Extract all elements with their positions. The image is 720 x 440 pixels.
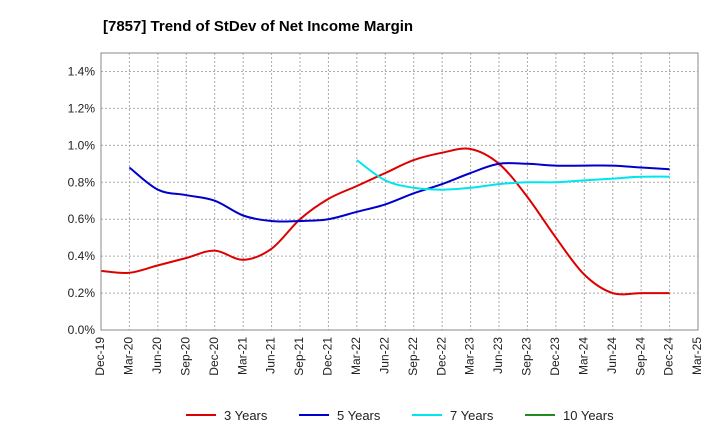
legend-label: 3 Years xyxy=(224,408,268,423)
x-tick-label: Mar-23 xyxy=(463,337,477,375)
x-tick-label: Jun-20 xyxy=(150,337,164,374)
legend: 3 Years 5 Years 7 Years 10 Years xyxy=(186,408,614,423)
y-tick-label: 0.6% xyxy=(68,212,96,226)
y-tick-label: 0.4% xyxy=(68,249,96,263)
y-tick-label: 1.4% xyxy=(68,64,96,78)
y-tick-label: 0.8% xyxy=(68,175,96,189)
x-tick-label: Jun-23 xyxy=(491,337,505,374)
x-tick-label: Jun-22 xyxy=(377,337,391,374)
x-tick-label: Sep-23 xyxy=(520,337,534,376)
x-tick-label: Dec-19 xyxy=(93,337,107,376)
x-tick-label: Sep-22 xyxy=(406,337,420,376)
series-line-3-years xyxy=(100,147,670,296)
y-tick-label: 1.0% xyxy=(68,138,96,152)
x-tick-label: Dec-22 xyxy=(434,337,448,376)
x-tick-label: Dec-24 xyxy=(662,337,676,376)
x-tick-label: Sep-24 xyxy=(633,337,647,376)
legend-label: 10 Years xyxy=(563,408,614,423)
x-tick-label: Mar-21 xyxy=(235,337,249,375)
x-tick-label: Jun-24 xyxy=(605,337,619,374)
plot-area xyxy=(100,52,699,331)
grid xyxy=(101,53,698,330)
series-line-7-years xyxy=(356,159,670,191)
y-axis: 0.0% 0.2% 0.4% 0.6% 0.8% 1.0% 1.2% 1.4% xyxy=(68,64,96,337)
chart-title: [7857] Trend of StDev of Net Income Marg… xyxy=(103,18,413,35)
x-tick-label: Sep-21 xyxy=(292,337,306,376)
x-tick-label: Mar-20 xyxy=(122,337,136,375)
x-tick-label: Dec-21 xyxy=(321,337,335,376)
x-tick-label: Mar-22 xyxy=(349,337,363,375)
legend-label: 7 Years xyxy=(450,408,494,423)
x-tick-label: Jun-21 xyxy=(264,337,278,374)
series-lines xyxy=(100,147,670,296)
x-tick-label: Mar-24 xyxy=(576,337,590,375)
y-tick-label: 0.0% xyxy=(68,323,96,337)
series-line-5-years xyxy=(128,162,670,223)
x-axis: Dec-19 Mar-20 Jun-20 Sep-20 Dec-20 Mar-21 Jun-… xyxy=(93,337,704,376)
y-tick-label: 1.2% xyxy=(68,101,96,115)
x-tick-label: Dec-23 xyxy=(548,337,562,376)
x-tick-label: Sep-20 xyxy=(178,337,192,376)
x-tick-label: Dec-20 xyxy=(207,337,221,376)
x-tick-label: Mar-25 xyxy=(690,337,704,375)
legend-label: 5 Years xyxy=(337,408,381,423)
y-tick-label: 0.2% xyxy=(68,286,96,300)
